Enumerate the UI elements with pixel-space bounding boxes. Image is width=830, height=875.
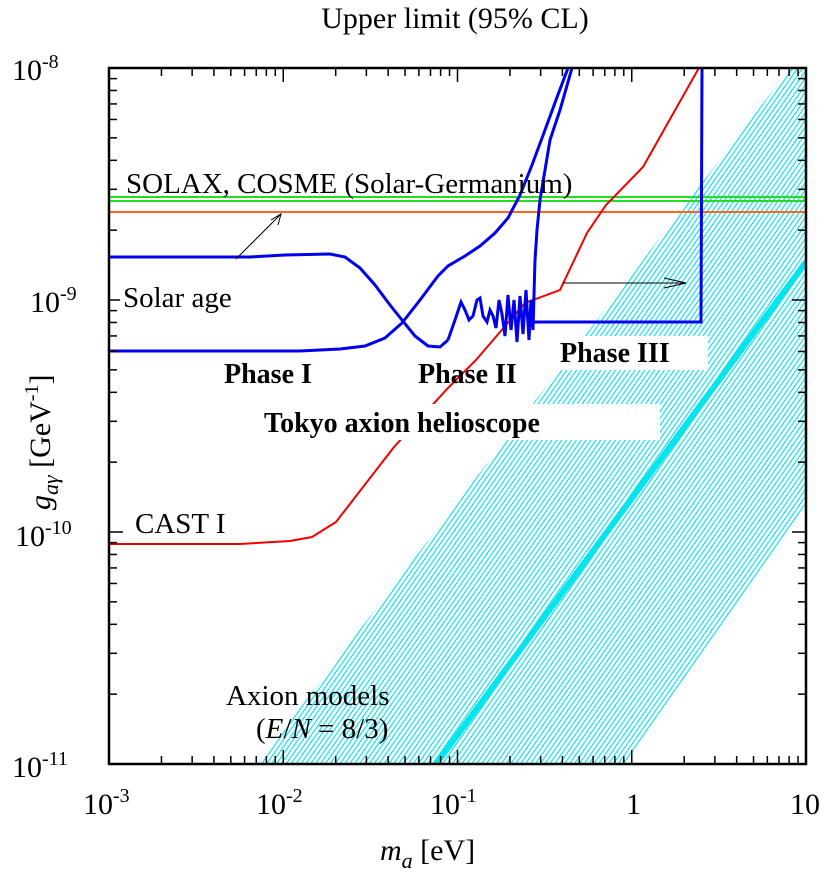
axion-models-label: Axion models [226,680,390,712]
y-tick-labels: 10-8 10-9 10-10 10-11 [12,51,77,784]
x-tick-1e-2: 10-2 [256,785,303,821]
x-tick-1e-1: 10-1 [430,785,477,821]
y-tick-1e-11: 10-11 [12,748,68,784]
solar-age-arrowhead [270,212,282,226]
phase-iii-label: Phase III [560,338,670,369]
tokyo-helioscope-label: Tokyo axion helioscope [264,408,540,439]
phase-iii-curve [533,68,704,324]
axion-center-line [433,260,806,764]
y-tick-1e-10: 10-10 [15,517,72,553]
cast-i-curve [109,68,701,545]
phase-ii-curve [446,68,574,343]
x-tick-1: 1 [626,788,641,821]
y-axis-label: gaγ [GeV-1] [21,375,63,510]
axion-en-label: (E/N = 8/3) [256,713,388,745]
solax-label: SOLAX, COSME (Solar-Germanium) [126,168,572,200]
y-tick-1e-8: 10-8 [12,51,59,87]
y-tick-1e-9: 10-9 [30,283,77,319]
phase-i-upper-curve [109,252,449,349]
x-tick-10: 10 [790,788,820,821]
phase-i-lower-curve [109,68,570,353]
phase-i-label: Phase I [224,359,312,390]
phase-iii-arrowhead [663,277,687,289]
x-tick-labels: 10-3 10-2 10-1 1 10 [83,785,820,821]
solar-age-label: Solar age [123,282,232,314]
x-tick-1e-3: 10-3 [83,785,130,821]
chart-title: Upper limit (95% CL) [321,2,588,35]
phase-ii-label: Phase II [418,359,517,390]
x-axis-label: ma [eV] [380,834,475,873]
cast-i-label: CAST I [135,508,226,540]
solar-age-arrow [235,213,282,260]
